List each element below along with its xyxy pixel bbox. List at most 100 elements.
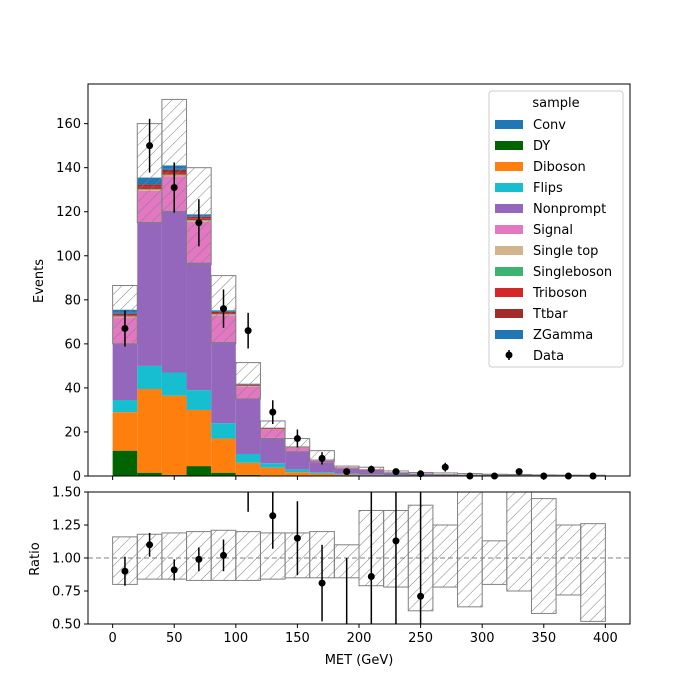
bar-diboson [285, 472, 310, 476]
x-axis-label: MET (GeV) [325, 653, 394, 668]
bar-nonprompt [285, 451, 310, 470]
ratio-uncertainty-bin [457, 492, 483, 608]
legend-swatch-signal [495, 225, 523, 234]
legend-label: DY [533, 139, 550, 154]
legend-label: ZGamma [533, 328, 593, 343]
bar-flips [285, 469, 310, 473]
data-point [392, 468, 400, 476]
bar-diboson [235, 462, 261, 475]
ratio-point [195, 555, 203, 563]
ratio-y-axis-label: Ratio [28, 542, 43, 575]
ratio-point [417, 592, 425, 600]
bar-nonprompt [260, 437, 286, 464]
legend-frame [488, 90, 624, 368]
legend-label: Nonprompt [533, 202, 606, 217]
bar-diboson [112, 412, 138, 451]
data-point [121, 324, 129, 332]
bar-flips [137, 365, 162, 390]
bar-flips [309, 472, 335, 474]
ratio-uncertainty-bin [235, 531, 261, 581]
ratio-y-tick-label: 1.25 [52, 519, 81, 534]
ratio-points [121, 482, 425, 624]
data-point [343, 468, 351, 476]
x-tick-label: 100 [223, 631, 248, 646]
x-tick-label: 0 [108, 631, 116, 646]
legend-swatch-nonprompt [495, 204, 523, 213]
data-point [170, 184, 178, 192]
legend-title: sample [532, 96, 579, 111]
bar-nonprompt [186, 262, 212, 391]
bar-diboson [260, 467, 286, 476]
y-tick-label: 160 [56, 117, 81, 132]
bar-dy [211, 472, 236, 476]
bar-diboson [161, 395, 187, 475]
legend-swatch-flips [495, 183, 523, 192]
bar-diboson [334, 474, 359, 476]
bar-diboson [186, 409, 212, 467]
uncertainty-bin [235, 362, 261, 400]
legend-label: Data [533, 349, 564, 364]
legend-swatch-dy [495, 141, 523, 150]
ratio-point [318, 579, 326, 587]
bar-flips [235, 453, 261, 463]
ratio-uncertainty-bin [481, 540, 508, 585]
ratio-point [367, 572, 375, 580]
legend-label: Singleboson [533, 265, 612, 280]
bar-flips [211, 423, 236, 439]
legend-label: Signal [533, 223, 573, 238]
bar-nonprompt [112, 343, 138, 401]
ratio-point [121, 567, 129, 575]
bar-nonprompt [161, 210, 187, 373]
bar-dy [186, 466, 212, 476]
y-tick-label: 80 [64, 293, 81, 308]
bar-dy [137, 472, 162, 476]
data-points [121, 118, 597, 480]
ratio-point [392, 537, 400, 545]
bar-dy [235, 474, 261, 476]
ratio-point [269, 512, 277, 520]
bar-diboson [211, 438, 236, 473]
ratio-point [220, 551, 227, 559]
legend-label: Conv [533, 118, 566, 133]
data-point [195, 219, 203, 227]
x-tick-label: 200 [347, 631, 372, 646]
data-point [244, 327, 252, 335]
data-point [515, 468, 523, 476]
legend: sample Conv DY Diboson Flips Nonprompt Signal… [488, 90, 624, 368]
bar-nonprompt [211, 341, 236, 424]
legend-label: Diboson [533, 160, 586, 175]
bar-dy [161, 474, 187, 476]
bar-nonprompt [309, 462, 335, 473]
legend-swatch-ttbar [495, 309, 523, 318]
data-point [293, 435, 301, 443]
bar-nonprompt [235, 398, 261, 454]
y-tick-label: 20 [64, 425, 81, 440]
x-tick-label: 350 [531, 631, 556, 646]
x-tick-label: 50 [166, 631, 183, 646]
legend-label: Flips [533, 181, 563, 196]
ratio-uncertainty-band [112, 492, 606, 622]
bar-flips [161, 372, 187, 396]
y-tick-label: 60 [64, 337, 81, 352]
ratio-point [170, 566, 178, 574]
data-point [269, 408, 277, 416]
y-tick-label: 100 [56, 249, 81, 264]
y-axis-label: Events [32, 259, 47, 303]
ratio-uncertainty-bin [506, 492, 532, 592]
legend-swatch-single-top [495, 246, 523, 255]
bar-flips [260, 463, 286, 468]
y-tick-label: 40 [64, 381, 81, 396]
legend-label: Triboson [532, 286, 587, 301]
x-tick-label: 150 [285, 631, 310, 646]
legend-label: Single top [533, 244, 598, 259]
legend-swatch-singleboson [495, 267, 523, 276]
x-tick-label: 400 [593, 631, 618, 646]
ratio-y-tick-label: 0.75 [52, 585, 81, 600]
data-point [367, 465, 375, 473]
bar-diboson [137, 389, 162, 473]
y-tick-label: 0 [73, 470, 81, 485]
ratio-point [245, 482, 252, 489]
bar-flips [112, 400, 138, 413]
x-tick-label: 250 [408, 631, 433, 646]
